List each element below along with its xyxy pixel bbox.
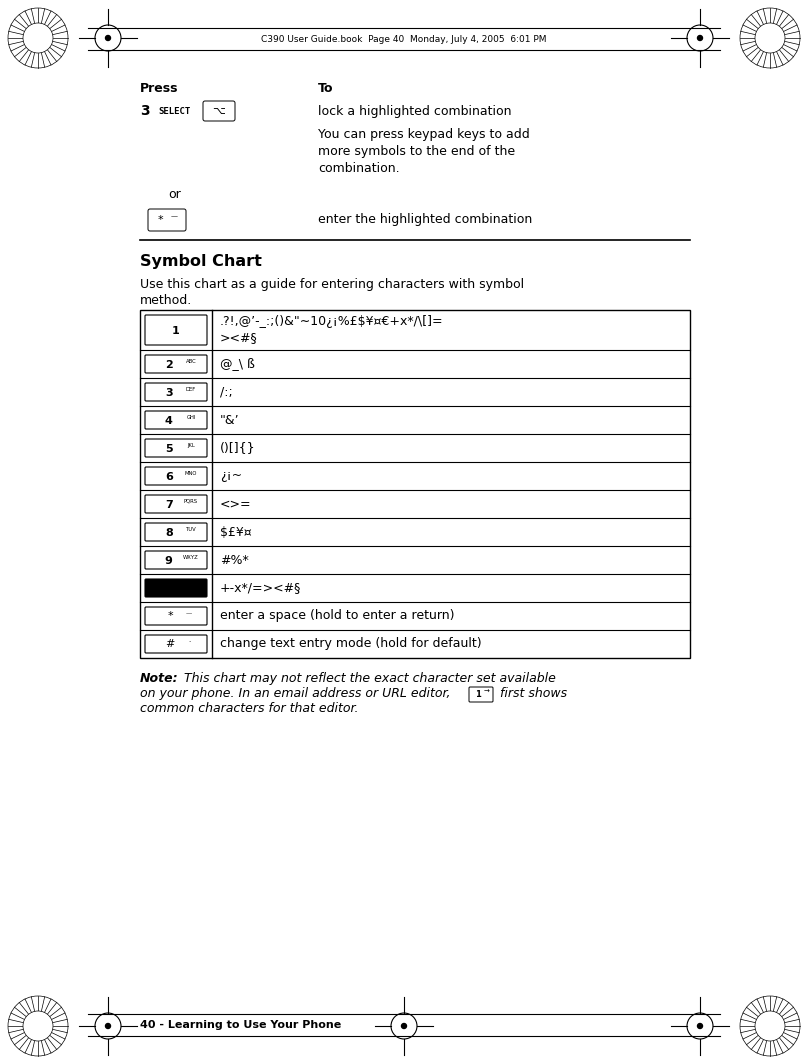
Circle shape xyxy=(23,23,53,53)
Text: on your phone. In an email address or URL editor,: on your phone. In an email address or UR… xyxy=(140,687,451,700)
FancyBboxPatch shape xyxy=(145,355,207,373)
Circle shape xyxy=(755,1011,785,1041)
Circle shape xyxy=(8,9,68,68)
Text: "&’: "&’ xyxy=(220,414,240,427)
Text: lock a highlighted combination: lock a highlighted combination xyxy=(318,104,511,117)
Text: ⌥: ⌥ xyxy=(213,106,225,116)
Text: #%*: #%* xyxy=(220,553,249,566)
Circle shape xyxy=(402,1024,406,1029)
Text: +-x*/=><#§: +-x*/=><#§ xyxy=(220,582,301,595)
Text: 40 - Learning to Use Your Phone: 40 - Learning to Use Your Phone xyxy=(140,1020,341,1030)
Text: *: * xyxy=(167,612,173,621)
Text: DEF: DEF xyxy=(186,386,196,392)
Text: ¿¡~: ¿¡~ xyxy=(220,469,242,482)
Bar xyxy=(140,310,690,658)
FancyBboxPatch shape xyxy=(203,101,235,121)
Text: SELECT: SELECT xyxy=(158,106,190,116)
Text: You can press keypad keys to add
more symbols to the end of the
combination.: You can press keypad keys to add more sy… xyxy=(318,128,530,174)
Text: *: * xyxy=(158,215,163,225)
Text: 3: 3 xyxy=(165,387,173,398)
FancyBboxPatch shape xyxy=(469,687,493,702)
Text: 3: 3 xyxy=(140,104,149,118)
Text: —: — xyxy=(170,213,178,219)
FancyBboxPatch shape xyxy=(148,209,186,231)
Text: 2: 2 xyxy=(165,360,173,370)
Text: change text entry mode (hold for default): change text entry mode (hold for default… xyxy=(220,637,482,650)
Circle shape xyxy=(23,1011,53,1041)
FancyBboxPatch shape xyxy=(145,411,207,429)
Text: ()[]{}: ()[]{} xyxy=(220,442,255,454)
FancyBboxPatch shape xyxy=(145,315,207,345)
Text: 6: 6 xyxy=(165,471,173,482)
Text: This chart may not reflect the exact character set available: This chart may not reflect the exact cha… xyxy=(180,672,556,685)
Text: 1: 1 xyxy=(172,326,180,335)
Text: To: To xyxy=(318,82,334,95)
FancyBboxPatch shape xyxy=(145,439,207,458)
FancyBboxPatch shape xyxy=(145,551,207,569)
FancyBboxPatch shape xyxy=(145,383,207,401)
Circle shape xyxy=(697,35,702,40)
Text: 4: 4 xyxy=(165,416,173,426)
Text: common characters for that editor.: common characters for that editor. xyxy=(140,702,359,715)
Text: GHI: GHI xyxy=(187,415,196,419)
Text: 8: 8 xyxy=(165,528,173,537)
Text: or: or xyxy=(168,188,181,201)
Circle shape xyxy=(755,23,785,53)
Text: @_\ ß: @_\ ß xyxy=(220,358,255,370)
FancyBboxPatch shape xyxy=(145,579,207,597)
Text: 7: 7 xyxy=(165,500,173,510)
Text: TUV: TUV xyxy=(186,527,196,532)
Text: Use this chart as a guide for entering characters with symbol
method.: Use this chart as a guide for entering c… xyxy=(140,278,524,307)
Text: PQRS: PQRS xyxy=(184,499,198,503)
Text: MNO: MNO xyxy=(185,470,197,476)
Text: enter the highlighted combination: enter the highlighted combination xyxy=(318,214,532,227)
Text: <>=: <>= xyxy=(220,498,251,511)
Text: 9: 9 xyxy=(165,555,173,566)
Text: Note:: Note: xyxy=(140,672,179,685)
Text: ABC: ABC xyxy=(186,359,196,364)
Text: 1: 1 xyxy=(475,689,481,699)
Text: —: — xyxy=(186,611,192,616)
Text: C390 User Guide.book  Page 40  Monday, July 4, 2005  6:01 PM: C390 User Guide.book Page 40 Monday, Jul… xyxy=(261,34,547,44)
Text: $£¥¤: $£¥¤ xyxy=(220,526,252,538)
Circle shape xyxy=(106,1024,111,1029)
Circle shape xyxy=(8,996,68,1055)
Text: 5: 5 xyxy=(165,444,173,454)
Text: .?!,@’-_:;()&"∼10¿¡%£$¥¤€+x*/\[]=
><#§: .?!,@’-_:;()&"∼10¿¡%£$¥¤€+x*/\[]= ><#§ xyxy=(220,316,444,345)
FancyBboxPatch shape xyxy=(145,523,207,541)
Text: ·: · xyxy=(188,638,191,645)
Text: #: # xyxy=(166,639,175,649)
Text: JKL: JKL xyxy=(187,443,195,448)
Text: Press: Press xyxy=(140,82,179,95)
Text: enter a space (hold to enter a return): enter a space (hold to enter a return) xyxy=(220,610,454,622)
FancyBboxPatch shape xyxy=(145,467,207,485)
Text: first shows: first shows xyxy=(496,687,567,700)
Circle shape xyxy=(106,35,111,40)
Circle shape xyxy=(740,9,800,68)
FancyBboxPatch shape xyxy=(145,635,207,653)
Text: /:;: /:; xyxy=(220,385,233,399)
Text: WXYZ: WXYZ xyxy=(183,554,199,560)
FancyBboxPatch shape xyxy=(145,606,207,625)
Text: Symbol Chart: Symbol Chart xyxy=(140,254,262,269)
FancyBboxPatch shape xyxy=(145,495,207,513)
Circle shape xyxy=(697,1024,702,1029)
Text: →: → xyxy=(484,689,490,695)
Circle shape xyxy=(740,996,800,1055)
